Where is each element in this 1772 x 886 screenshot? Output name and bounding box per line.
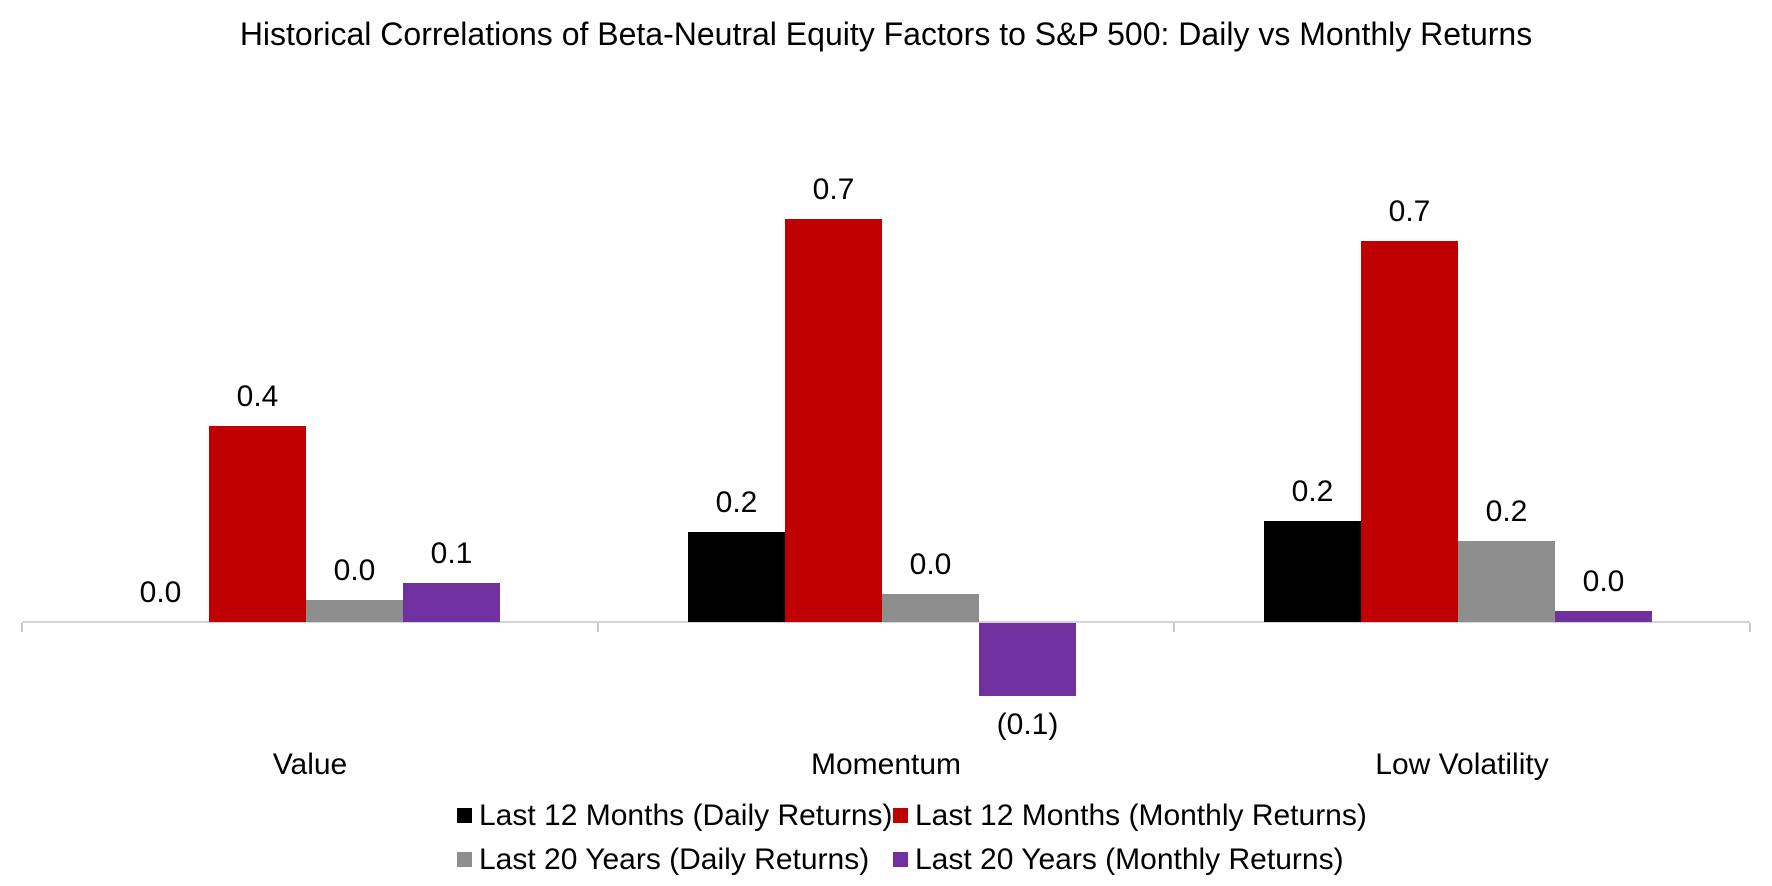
bar-value-label: 0.0 xyxy=(909,548,952,581)
x-axis-tick xyxy=(1749,623,1751,632)
bar-2-value xyxy=(209,426,306,622)
chart-title: Historical Correlations of Beta-Neutral … xyxy=(239,16,1533,52)
legend-item: Last 20 Years (Daily Returns) xyxy=(457,844,869,876)
bar-value-label: 0.0 xyxy=(1582,565,1625,598)
bar-3-value xyxy=(306,600,403,622)
x-axis-tick xyxy=(1173,623,1175,632)
legend-swatch-icon xyxy=(457,852,472,867)
legend-swatch-icon xyxy=(893,808,908,823)
legend-swatch-icon xyxy=(893,852,908,867)
bar-value-label: 0.7 xyxy=(1388,195,1431,228)
legend-label: Last 12 Months (Daily Returns) xyxy=(479,799,893,832)
x-axis-tick xyxy=(597,623,599,632)
bar-value-label: 0.0 xyxy=(139,576,182,609)
bar-2-momentum xyxy=(785,219,882,622)
bar-1-momentum xyxy=(688,532,785,622)
legend-label: Last 20 Years (Daily Returns) xyxy=(479,843,870,876)
legend-item: Last 12 Months (Monthly Returns) xyxy=(893,800,1367,832)
x-axis-line xyxy=(22,621,1750,623)
bar-4-value xyxy=(403,583,500,622)
bar-value-label: 0.7 xyxy=(812,173,855,206)
bar-value-label: 0.2 xyxy=(1291,475,1334,508)
category-label-value: Value xyxy=(272,748,348,781)
bar-1-low-volatility xyxy=(1264,521,1361,622)
bar-3-momentum xyxy=(882,594,979,622)
bar-3-low-volatility xyxy=(1458,541,1555,622)
bar-value-label: (0.1) xyxy=(996,708,1059,741)
bar-4-low-volatility xyxy=(1555,611,1652,622)
bar-value-label: 0.4 xyxy=(236,380,279,413)
category-label-momentum: Momentum xyxy=(810,748,962,781)
bar-value-label: 0.2 xyxy=(715,486,758,519)
legend-label: Last 12 Months (Monthly Returns) xyxy=(915,799,1367,832)
x-axis-tick xyxy=(21,623,23,632)
legend-swatch-icon xyxy=(457,808,472,823)
legend-label: Last 20 Years (Monthly Returns) xyxy=(915,843,1344,876)
bar-value-label: 0.0 xyxy=(333,554,376,587)
legend-item: Last 12 Months (Daily Returns) xyxy=(457,800,893,832)
bar-value-label: 0.2 xyxy=(1485,495,1528,528)
legend-item: Last 20 Years (Monthly Returns) xyxy=(893,844,1344,876)
category-label-low-volatility: Low Volatility xyxy=(1375,748,1549,781)
bar-value-label: 0.1 xyxy=(430,537,473,570)
bar-4-momentum xyxy=(979,623,1076,696)
bar-2-low-volatility xyxy=(1361,241,1458,622)
